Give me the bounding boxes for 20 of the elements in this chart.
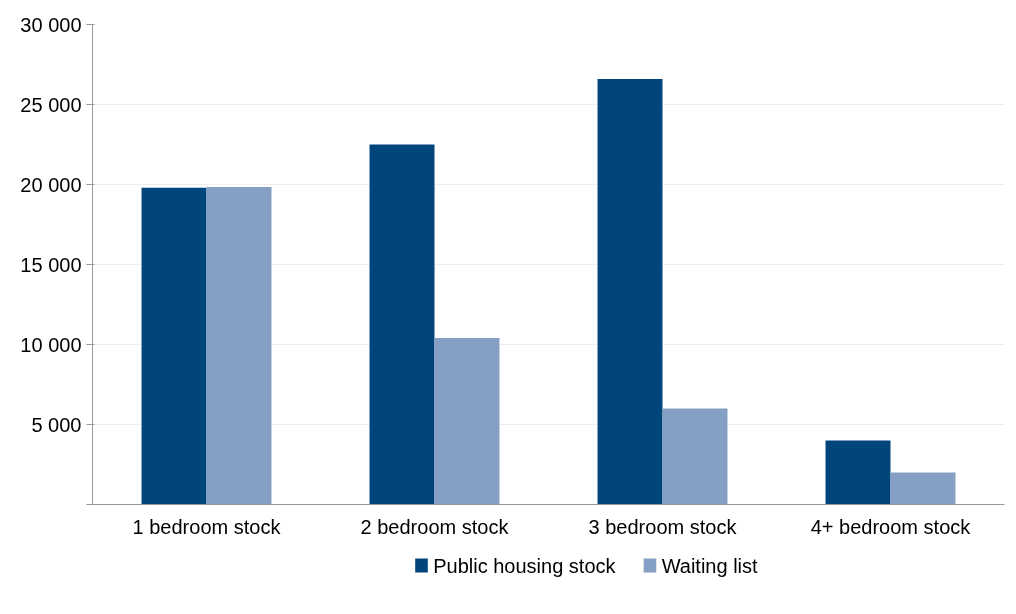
legend-label: Public housing stock: [433, 554, 617, 577]
bar: [890, 472, 956, 505]
y-tick-label: 25 000: [20, 93, 82, 116]
x-tick-label: 4+ bedroom stock: [810, 515, 972, 538]
bar: [206, 186, 272, 505]
x-tick-label: 2 bedroom stock: [360, 515, 510, 538]
bar: [597, 78, 663, 505]
bar: [141, 187, 207, 505]
bar: [662, 408, 728, 505]
x-tick-label: 3 bedroom stock: [588, 515, 738, 538]
x-tick-label: 1 bedroom stock: [132, 515, 282, 538]
bar: [369, 144, 435, 505]
bar: [434, 338, 500, 505]
legend-label: Waiting list: [661, 554, 759, 577]
y-tick-label: 15 000: [20, 253, 82, 276]
y-tick-label: 10 000: [20, 333, 82, 356]
y-tick-label: 5 000: [31, 413, 82, 436]
y-tick-label: 20 000: [20, 173, 82, 196]
bar: [825, 440, 891, 505]
y-tick-label: 30 000: [20, 13, 82, 36]
